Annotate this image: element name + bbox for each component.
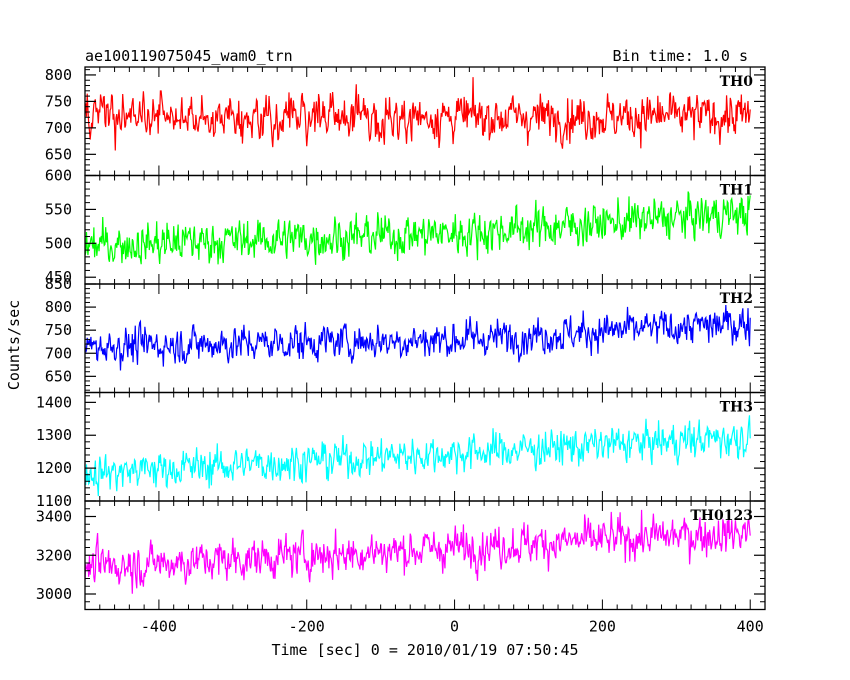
figure-title: ae100119075045_wam0_trn [85,47,293,65]
x-tick-label: 400 [737,618,764,636]
y-tick-label: 1300 [36,426,72,444]
panel-th1: 450 500 550 600 TH1 [45,167,766,286]
y-tick-label: 700 [45,119,72,137]
y-tick-label: 750 [45,321,72,339]
y-tick-label: 750 [45,92,72,110]
series-th2-line [85,304,751,371]
y-axis-label: Counts/sec [5,300,23,390]
series-th3-line [85,415,751,497]
panel-label-th2: TH2 [720,291,753,307]
y-tick-label: 1400 [36,393,72,411]
y-tick-label: 650 [45,145,72,163]
y-tick-label: 800 [45,66,72,84]
y-tick-label: 650 [45,367,72,385]
series-th0-line [85,77,751,151]
bin-time-label: Bin time: 1.0 s [613,47,748,65]
panel-frame [84,500,766,611]
panels: 650 700 750 800 TH0 450 500 550 600 TH1 650 700 750 8… [36,66,766,611]
panel-label-th0123: TH0123 [690,508,753,524]
y-tick-label: 800 [45,298,72,316]
panel-label-th1: TH1 [720,183,753,199]
y-tick-label: 700 [45,344,72,362]
panel-th0: 650 700 750 800 TH0 [45,66,766,177]
x-tick-label: -400 [141,618,177,636]
x-tick-label: 0 [450,618,459,636]
panel-label-th3: TH3 [720,400,753,416]
y-tick-label: 550 [45,200,72,218]
y-tick-label: 3200 [36,546,72,564]
y-tick-label: 3000 [36,585,72,603]
y-tick-label: 1100 [36,492,72,510]
series-th0123-line [85,509,751,594]
y-tick-label: 3400 [36,508,72,526]
panel-label-th0: TH0 [720,74,754,90]
panel-frame [84,174,766,285]
x-axis-label: Time [sec] 0 = 2010/01/19 07:50:45 [271,641,578,659]
panel-th0123: 3000 3200 3400 TH0123 [36,500,766,611]
panel-frame [84,66,766,177]
x-axis: -400 -200 0 200 400 [141,618,764,636]
panel-th3: 1100 1200 1300 1400 TH3 [36,391,766,510]
y-tick-label: 500 [45,234,72,252]
y-tick-label: 1200 [36,459,72,477]
series-th1-line [85,191,751,265]
y-tick-label: 600 [45,167,72,185]
y-tick-label: 450 [45,268,72,286]
panel-frame [84,391,766,502]
x-tick-label: 200 [589,618,616,636]
y-tick-label: 850 [45,275,72,293]
x-tick-label: -200 [289,618,325,636]
panel-th2: 650 700 750 800 850 TH2 [45,275,766,394]
